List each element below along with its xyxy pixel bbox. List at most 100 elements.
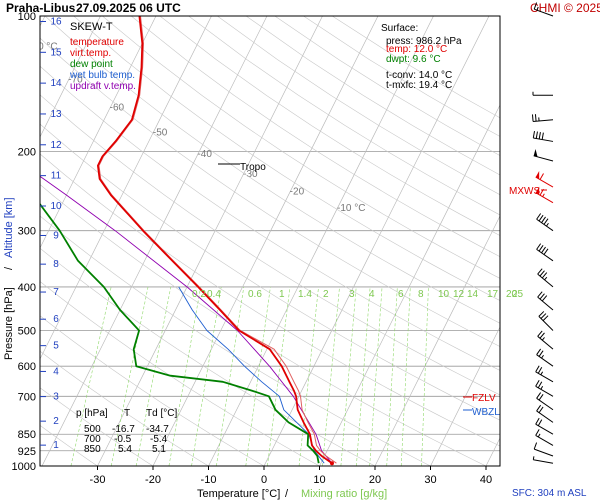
wind-barb <box>535 417 554 435</box>
wind-barb <box>537 330 554 350</box>
barb-flag <box>531 114 534 122</box>
surface-heading: Surface: <box>381 23 418 34</box>
mixing-ratio-line <box>245 286 271 466</box>
barb-flag <box>539 293 545 300</box>
altitude-tick-label: 6 <box>53 314 59 325</box>
mixing-ratio-label: 4 <box>369 289 375 300</box>
legend-item: SKEW-T <box>70 21 113 33</box>
wind-barb <box>538 311 554 331</box>
x-tick-label: -30 <box>90 474 106 486</box>
barb-flag <box>537 381 543 389</box>
mixing-ratio-label: 10 <box>438 289 450 300</box>
barb-staff <box>534 448 554 457</box>
altitude-tick-label: 14 <box>50 78 62 89</box>
isotherm-line <box>208 16 434 466</box>
x-axis-title: Temperature [°C] <box>197 488 280 500</box>
dry-adiabat <box>40 94 500 396</box>
mixing-ratio-label: 14 <box>467 289 479 300</box>
surface-info: Surface: press: 986.2 hPa temp: 12.0 °C … <box>381 23 462 91</box>
barb-flag <box>539 332 545 339</box>
surface-tconv: t-conv: 14.0 °C <box>386 70 452 81</box>
temperature-curve <box>97 16 333 464</box>
mixing-ratio-label: 0.2 <box>192 289 206 300</box>
surface-press: press: 986.2 hPa <box>386 36 462 47</box>
wind-barb <box>535 171 554 188</box>
barb-flag <box>536 243 542 250</box>
barb-flag <box>535 379 540 387</box>
altitude-tick-label: 4 <box>53 366 59 377</box>
wind-barb <box>533 2 554 17</box>
barb-flag <box>538 350 544 357</box>
mixing-ratio-line <box>421 286 429 466</box>
legend-item: temperature <box>70 37 124 48</box>
table-cell: 5.1 <box>152 444 166 455</box>
barb-flag <box>542 315 549 321</box>
barb-flag <box>538 311 545 317</box>
wind-barbs <box>531 2 554 464</box>
barb-flag <box>538 245 544 252</box>
barb-flag <box>541 295 548 302</box>
barb-flag <box>539 270 545 277</box>
pressure-tick-label: 1000 <box>12 461 36 473</box>
mixing-ratio-label: 25 <box>512 289 524 300</box>
barb-staff <box>533 155 554 162</box>
dry-adiabat <box>73 16 500 301</box>
barb-half-flag <box>541 337 545 341</box>
table-cell: 700 <box>84 434 101 445</box>
mixing-ratio-label: 3 <box>349 289 355 300</box>
mixing-ratio-line <box>386 286 398 466</box>
barb-flag <box>535 429 540 436</box>
isotherm-label: -20 <box>290 187 305 198</box>
barb-flag <box>541 132 544 140</box>
x-tick-label: -20 <box>145 474 161 486</box>
surface-temp-marker <box>329 461 334 466</box>
mixing-ratio-label: 17 <box>487 289 499 300</box>
isotherm-line <box>542 16 600 466</box>
pressure-tick-label: 100 <box>18 11 36 23</box>
wind-barb <box>536 404 554 423</box>
barb-flag <box>535 365 540 373</box>
barb-flag <box>536 392 542 399</box>
wind-barb <box>531 114 554 122</box>
barb-pennant <box>535 186 540 195</box>
isotherm-line <box>319 104 500 466</box>
datetime-title: 27.09.2025 06 UTC <box>76 1 181 15</box>
isotherm-label: -80 °C <box>29 42 57 53</box>
wind-barb <box>536 243 554 262</box>
table-cell: -34.7 <box>146 424 169 435</box>
barb-flag <box>534 114 537 122</box>
barb-flag <box>541 216 546 223</box>
isotherm-line <box>374 215 500 466</box>
wind-barb <box>532 456 554 464</box>
barb-half-flag <box>532 456 535 460</box>
grid-layer: -80 °C -70 -60 -50 -40 -30 -20 -10 °C <box>29 16 600 466</box>
barb-flag <box>543 248 549 255</box>
barb-half-flag <box>546 222 549 227</box>
dry-adiabat <box>40 65 500 371</box>
barb-flag <box>538 394 544 401</box>
dry-adiabat <box>40 315 265 466</box>
x-tick-label: 10 <box>313 474 325 486</box>
dry-adiabat <box>40 123 500 421</box>
wind-barb <box>536 348 554 367</box>
pressure-tick-label: 500 <box>18 326 36 338</box>
mixing-ratio-line <box>191 286 222 466</box>
barb-flag <box>540 313 547 319</box>
mixing-ratio-line <box>356 286 371 466</box>
mixing-ratio-line <box>70 286 112 466</box>
isotherm-line <box>430 326 500 466</box>
mixing-ratio-line <box>322 286 340 466</box>
legend-item: wet bulb temp. <box>69 70 135 81</box>
altitude-tick-label: 2 <box>53 416 59 427</box>
altitude-tick-label: 11 <box>51 171 62 182</box>
isotherm-label: -60 <box>110 103 125 114</box>
x-tick-label: 40 <box>480 474 492 486</box>
barb-half-flag <box>544 276 548 281</box>
altitude-tick-label: 13 <box>50 109 62 120</box>
barb-half-flag <box>537 433 541 438</box>
barb-flag <box>536 404 542 412</box>
mxws-label: MXWS <box>509 186 540 197</box>
isotherm-label: -70 <box>68 75 83 86</box>
station-title: Praha-Libus <box>6 1 76 15</box>
barb-flag <box>537 330 543 337</box>
